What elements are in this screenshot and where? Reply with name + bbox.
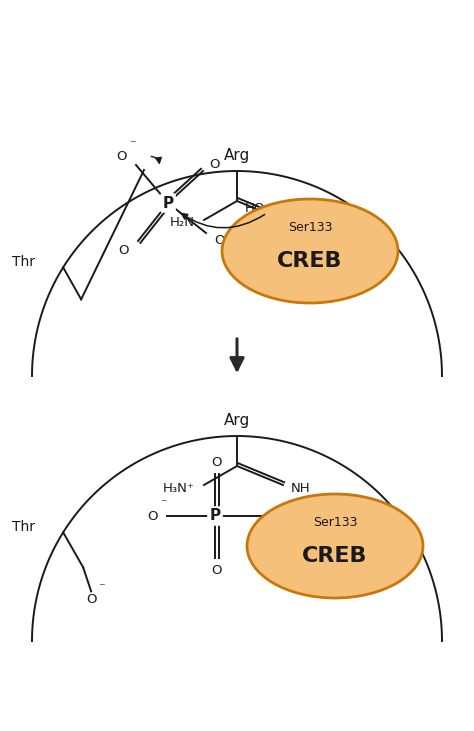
Text: CREB: CREB [302,546,368,567]
Text: Ser133: Ser133 [288,221,332,234]
Text: O: O [282,510,292,523]
Ellipse shape [222,199,398,303]
Text: H₃N⁺: H₃N⁺ [163,482,195,494]
Text: ⁻: ⁻ [160,498,166,510]
Text: Arg: Arg [224,148,250,163]
Text: NH: NH [291,216,310,230]
Text: O: O [117,151,127,164]
Text: ⁻: ⁻ [98,581,104,594]
Text: O: O [212,564,222,577]
Text: O: O [86,593,96,606]
Text: H₂N: H₂N [170,216,195,230]
Text: P: P [163,195,173,211]
Text: CREB: CREB [277,251,343,271]
Text: HO: HO [245,202,265,214]
Text: ⁻: ⁻ [128,138,135,151]
Text: NH: NH [291,482,310,494]
Text: Ser133: Ser133 [313,516,357,529]
Text: O: O [148,510,158,523]
Ellipse shape [247,494,423,598]
Text: O: O [210,159,220,172]
Text: O: O [212,455,222,469]
Text: Arg: Arg [224,413,250,428]
Text: P: P [210,509,220,523]
Text: O: O [119,244,129,257]
Text: OH: OH [214,235,234,248]
Text: Thr: Thr [12,255,35,269]
Text: Thr: Thr [12,520,35,534]
